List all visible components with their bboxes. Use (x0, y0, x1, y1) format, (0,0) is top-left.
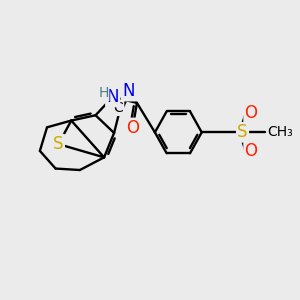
Text: O: O (244, 104, 258, 122)
Text: N: N (122, 82, 135, 100)
Text: H: H (98, 86, 109, 100)
Text: O: O (126, 119, 139, 137)
Text: O: O (244, 142, 258, 160)
Text: S: S (53, 135, 64, 153)
Text: C: C (113, 101, 123, 115)
Text: CH₃: CH₃ (268, 125, 293, 139)
Text: S: S (237, 123, 248, 141)
Text: N: N (106, 88, 119, 106)
